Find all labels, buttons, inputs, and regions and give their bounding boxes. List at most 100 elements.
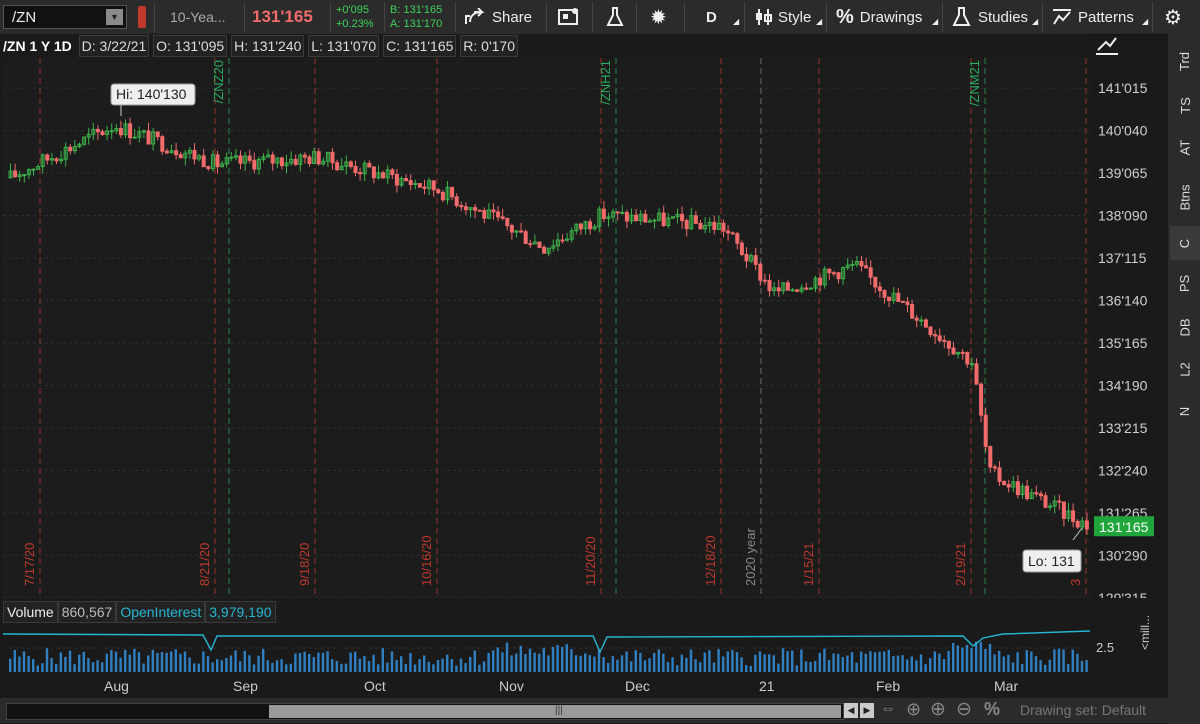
volume-bar — [524, 654, 527, 672]
crosshair-icon[interactable]: ⊕ — [906, 699, 922, 719]
settings-button[interactable]: ✹ — [650, 0, 667, 34]
volume-bar — [984, 648, 987, 672]
volume-bar — [965, 644, 969, 672]
time-axis[interactable]: Aug Sep Oct Nov Dec 21 Feb Mar — [3, 674, 1090, 696]
candle-body — [91, 128, 96, 135]
price-axis-label: 138'090 — [1098, 208, 1148, 224]
drawings-dropdown-icon[interactable]: ◢ — [932, 16, 939, 26]
horizontal-scrollbar[interactable]: ||| — [6, 703, 844, 720]
volume-bar — [818, 652, 821, 672]
scroll-left-button[interactable]: ◀ — [844, 703, 858, 718]
scrollbar-thumb[interactable] — [269, 705, 841, 718]
volume-label[interactable]: Volume — [3, 601, 58, 623]
volume-bar — [119, 657, 122, 672]
candle-body — [155, 131, 160, 138]
patterns-button[interactable]: Patterns — [1052, 0, 1134, 34]
side-tab-ts[interactable]: TS — [1177, 96, 1193, 114]
price-chart[interactable]: 7/17/20 8/21/20/ZNZ20 9/18/20 10/16/20 11/20… — [3, 58, 1090, 599]
candle-body — [905, 301, 910, 305]
drawings-button[interactable]: % Drawings — [836, 0, 922, 34]
drawings-label: Drawings — [859, 8, 923, 26]
price-chart-svg[interactable]: 7/17/20 8/21/20/ZNZ20 9/18/20 10/16/20 11/20… — [3, 58, 1090, 599]
style-dropdown-icon[interactable]: ◢ — [816, 16, 823, 26]
drawing-set-label[interactable]: Drawing set: Default — [1020, 702, 1147, 718]
percent-scale-icon[interactable]: % — [984, 699, 1001, 719]
candle-body — [735, 233, 740, 244]
volume-bar — [413, 664, 417, 672]
style-button[interactable]: Style — [754, 0, 811, 34]
candle-body — [243, 155, 248, 164]
volume-bar — [689, 649, 693, 672]
volume-pane[interactable] — [2, 624, 1091, 672]
price-axis[interactable]: 141'015 140'040 139'065 138'090 137'115 136'1… — [1090, 58, 1164, 606]
volume-bar — [188, 657, 191, 672]
candle-body — [8, 170, 13, 179]
volume-bar — [561, 646, 564, 672]
settings-menu-button[interactable]: ⚙ — [1164, 0, 1182, 34]
chart-title[interactable]: /ZN 1 Y 1D — [0, 35, 75, 57]
volume-bar — [363, 656, 366, 672]
candle-body — [68, 146, 73, 152]
candle-body — [215, 154, 220, 168]
scroll-right-button[interactable]: ▶ — [860, 703, 874, 718]
side-tab-ps[interactable]: PS — [1177, 274, 1193, 292]
volume-bar — [9, 658, 12, 672]
side-tab-n[interactable]: N — [1177, 406, 1193, 416]
volume-bar — [285, 664, 288, 672]
share-button[interactable]: Share — [464, 0, 532, 34]
side-tab-trd[interactable]: Trd — [1177, 51, 1193, 71]
candle-body — [183, 152, 188, 159]
candle-body — [1061, 501, 1066, 519]
candle-body — [546, 247, 551, 254]
side-tab-at[interactable]: AT — [1177, 139, 1193, 155]
volume-bar — [1062, 649, 1065, 672]
candle-body — [873, 276, 878, 288]
volume-bar — [124, 649, 127, 672]
volume-bar — [988, 643, 992, 672]
zoom-out-icon[interactable]: ⊖ — [956, 699, 972, 720]
side-tab-db[interactable]: DB — [1177, 317, 1193, 337]
volume-bar — [676, 665, 679, 672]
link-color-icon[interactable] — [138, 6, 146, 28]
studies-button[interactable]: Studies — [952, 0, 1028, 34]
side-tab-btns[interactable]: Btns — [1177, 183, 1193, 211]
candle-body — [574, 223, 579, 232]
aggregation-button[interactable]: D — [706, 0, 717, 34]
volume-bar — [896, 655, 900, 672]
volume-bar — [1048, 659, 1051, 672]
zoom-in-icon[interactable]: ⊕ — [930, 699, 946, 720]
candle-body — [321, 160, 326, 165]
candle-body — [238, 155, 243, 164]
candle-body — [261, 156, 266, 160]
candle-body — [454, 196, 459, 207]
period-marker-label: 10/16/20 — [419, 535, 434, 586]
aggregation-dropdown-icon[interactable]: ◢ — [733, 16, 740, 26]
expand-chart-icon[interactable] — [1094, 36, 1124, 58]
volume-bar — [970, 647, 973, 672]
side-tab-c[interactable]: C — [1170, 226, 1200, 260]
symbol-dropdown-icon[interactable]: ▼ — [106, 9, 123, 25]
volume-bar — [1021, 663, 1024, 672]
thinklab-button[interactable] — [606, 0, 624, 34]
candle-body — [109, 130, 114, 133]
volume-axis-tick: 2.5 — [1096, 640, 1115, 655]
studies-dropdown-icon[interactable]: ◢ — [1032, 16, 1039, 26]
volume-bar — [929, 658, 932, 672]
volume-bar — [1044, 664, 1047, 672]
candle-body — [1075, 520, 1080, 528]
volume-bar — [1007, 654, 1010, 672]
volume-bar — [321, 652, 325, 672]
candle-body — [197, 155, 202, 160]
side-tab-l2[interactable]: L2 — [1177, 361, 1193, 377]
header-high: H: 131'240 — [231, 35, 305, 57]
volume-bar — [892, 656, 895, 672]
news-button[interactable] — [558, 0, 580, 34]
symbol-input[interactable]: /ZN ▼ — [3, 5, 127, 29]
price-axis-svg: 141'015 140'040 139'065 138'090 137'115 136'1… — [1094, 80, 1154, 606]
patterns-dropdown-icon[interactable]: ◢ — [1142, 16, 1149, 26]
candle-body — [864, 265, 869, 269]
pan-icon[interactable]: ⇔ — [880, 700, 896, 717]
open-interest-label[interactable]: OpenInterest — [116, 601, 206, 623]
volume-bar — [680, 654, 683, 672]
volume-bar — [133, 648, 136, 672]
